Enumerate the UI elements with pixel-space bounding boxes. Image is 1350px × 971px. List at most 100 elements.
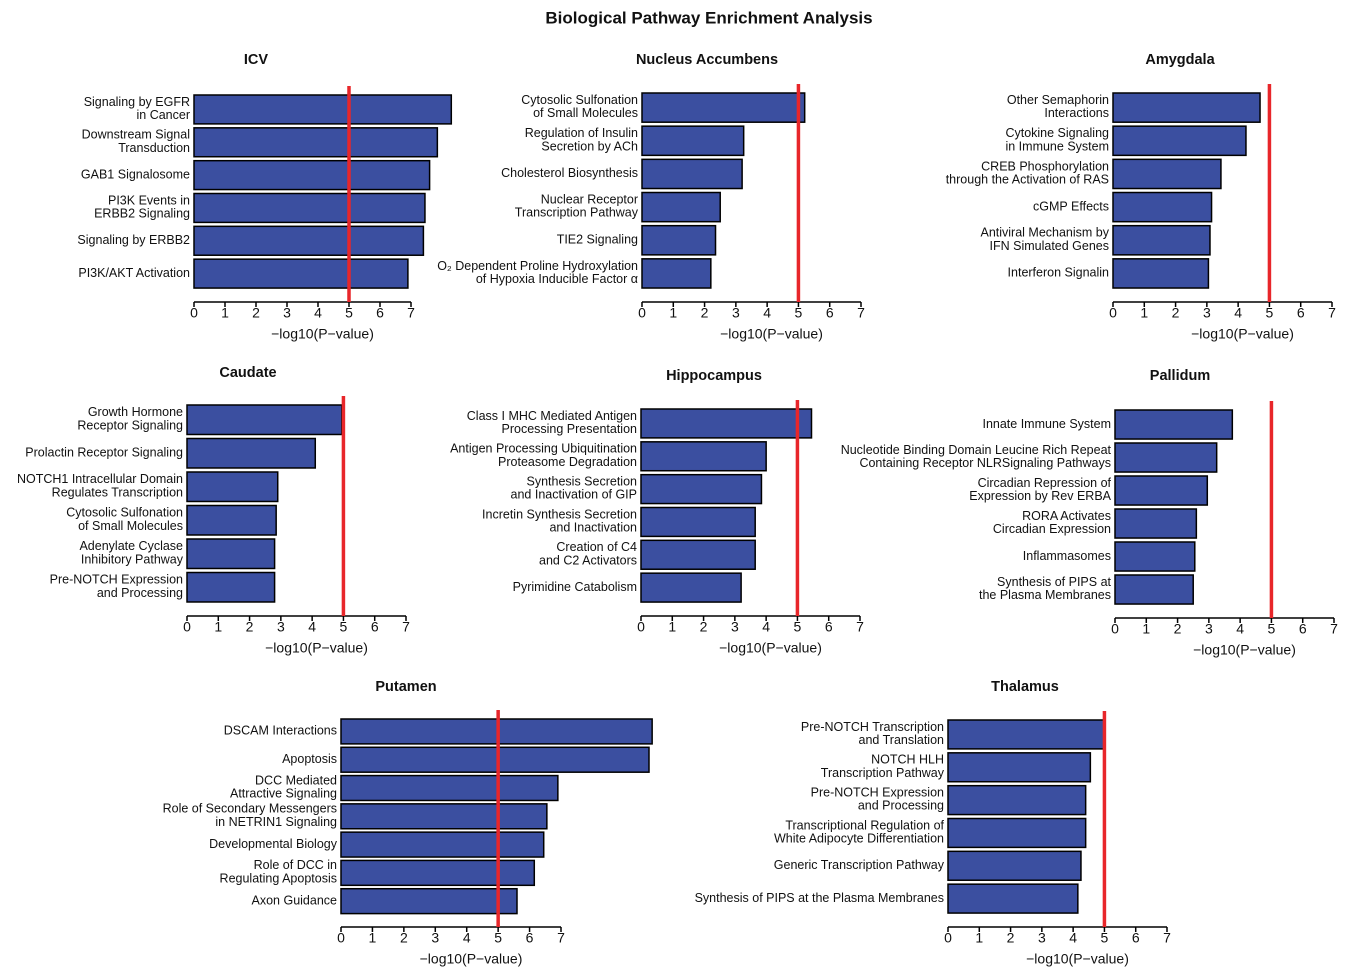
bar [641, 125, 745, 157]
bar [1112, 125, 1247, 157]
panel-title: Nucleus Accumbens [636, 52, 778, 68]
x-tick-label: 4 [762, 619, 770, 635]
x-axis-label: −log10(P−value) [420, 951, 523, 967]
category-label: Synthesis of PIPS at the Plasma Membranes [979, 575, 1112, 602]
category-label: Class I MHC Mediated Antigen Processing P… [467, 409, 637, 436]
panel-title: Pallidum [1150, 368, 1210, 384]
category-label: Innate Immune System [982, 417, 1111, 431]
x-axis-label: −log10(P−value) [1026, 951, 1129, 967]
bar [640, 441, 767, 472]
x-tick-label: 7 [1328, 305, 1336, 321]
x-tick-label: 5 [1266, 305, 1274, 321]
bar [1112, 224, 1211, 256]
bar [1114, 409, 1234, 440]
bar [641, 224, 717, 256]
category-label: Transcriptional Regulation of White Adipo… [774, 819, 945, 846]
x-tick-label: 5 [340, 619, 348, 635]
bar [193, 192, 426, 224]
x-tick-label: 0 [1109, 305, 1117, 321]
category-label: Pre-NOTCH Expression and Processing [50, 573, 183, 600]
category-label: DCC Mediated Attractive Signaling [230, 774, 337, 801]
panel-title: Putamen [375, 679, 436, 695]
x-tick-label: 2 [252, 305, 260, 321]
x-tick-label: 2 [700, 619, 708, 635]
x-tick-label: 2 [1007, 930, 1015, 946]
category-label: TIE2 Signaling [557, 233, 638, 247]
bar [640, 408, 813, 439]
bar [641, 92, 806, 123]
x-tick-label: 0 [638, 305, 646, 321]
x-tick-label: 7 [1330, 621, 1338, 637]
category-label: Axon Guidance [252, 893, 338, 907]
bar [947, 817, 1087, 849]
x-tick-label: 6 [1297, 305, 1305, 321]
category-label: Generic Transcription Pathway [774, 858, 945, 872]
x-tick-label: 2 [246, 619, 254, 635]
category-label: Nuclear Receptor Transcription Pathway [515, 193, 639, 220]
x-axis-label: −log10(P−value) [720, 326, 823, 342]
x-tick-label: 1 [1142, 621, 1150, 637]
bar [186, 504, 277, 536]
category-label: Other Semaphorin Interactions [1007, 93, 1109, 120]
bar [1114, 475, 1209, 506]
bar [1114, 574, 1194, 605]
x-tick-label: 1 [975, 930, 983, 946]
x-tick-label: 0 [944, 930, 952, 946]
bar [340, 831, 545, 858]
x-tick-label: 4 [763, 305, 771, 321]
bar [947, 752, 1092, 783]
category-label: cGMP Effects [1033, 199, 1109, 213]
x-tick-label: 2 [701, 305, 709, 321]
bar [340, 859, 536, 887]
category-label: Cytosolic Sulfonation of Small Molecules [66, 506, 183, 533]
bar [193, 127, 439, 158]
x-tick-label: 7 [402, 619, 410, 635]
bar [640, 473, 763, 505]
x-tick-label: 1 [221, 305, 229, 321]
x-tick-label: 6 [526, 930, 534, 946]
x-tick-label: 5 [1101, 930, 1109, 946]
panel-title: ICV [244, 52, 269, 68]
bar [1112, 158, 1222, 190]
x-tick-label: 1 [668, 619, 676, 635]
bar [1112, 191, 1213, 223]
category-label: CREB Phosphorylation through the Activati… [946, 160, 1109, 187]
x-tick-label: 5 [494, 930, 502, 946]
category-label: PI3K/AKT Activation [78, 266, 190, 280]
category-label: NOTCH1 Intracellular Domain Regulates Tra… [17, 472, 183, 499]
bar [1112, 258, 1210, 289]
x-axis-label: −log10(P−value) [719, 640, 822, 656]
bar [186, 471, 279, 503]
bar [640, 506, 756, 538]
x-tick-label: 0 [183, 619, 191, 635]
panel-title: Amygdala [1145, 52, 1215, 68]
category-label: PI3K Events in ERBB2 Signaling [94, 194, 190, 221]
category-label: Pyrimidine Catabolism [513, 580, 637, 594]
bar [640, 539, 756, 570]
x-tick-label: 3 [1205, 621, 1213, 637]
category-label: Pre-NOTCH Expression and Processing [811, 786, 944, 813]
x-axis-label: −log10(P−value) [265, 640, 368, 656]
x-tick-label: 5 [1268, 621, 1276, 637]
x-tick-label: 0 [190, 305, 198, 321]
bar [186, 538, 276, 570]
x-tick-label: 6 [371, 619, 379, 635]
panel-title: Hippocampus [666, 368, 762, 384]
bar [1114, 508, 1198, 539]
x-tick-label: 7 [557, 930, 565, 946]
bar [947, 719, 1106, 750]
x-axis-label: −log10(P−value) [271, 326, 374, 342]
category-label: Growth Hormone Receptor Signaling [77, 405, 183, 432]
category-label: Cholesterol Biosynthesis [501, 166, 638, 180]
x-tick-label: 1 [669, 305, 677, 321]
x-tick-label: 1 [214, 619, 222, 635]
bar [193, 225, 425, 256]
bar [641, 158, 743, 190]
bar [193, 258, 409, 289]
x-tick-label: 4 [1069, 930, 1077, 946]
x-tick-label: 0 [1111, 621, 1119, 637]
category-label: Pre-NOTCH Transcription and Translation [801, 720, 944, 747]
category-label: Signaling by EGFR in Cancer [84, 95, 190, 122]
x-tick-label: 3 [1038, 930, 1046, 946]
